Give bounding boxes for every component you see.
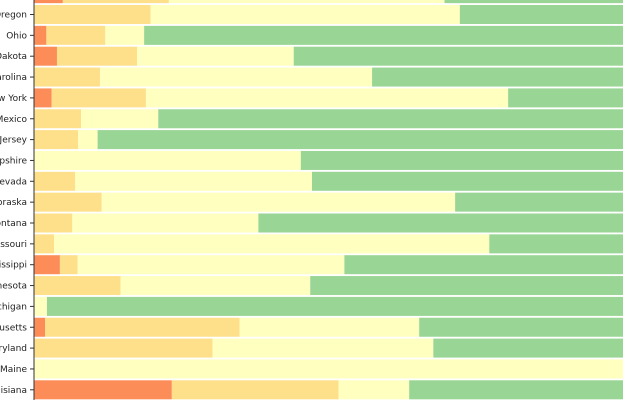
- bar-segment: [46, 25, 106, 45]
- category-tick-label: Nevada: [0, 177, 27, 187]
- bar-segment: [34, 276, 121, 296]
- category-tick-label: Mississippi: [0, 261, 27, 271]
- bar-segment: [459, 5, 623, 24]
- category-tick-label: Maryland: [0, 344, 27, 354]
- category-tick-label: Montana: [0, 219, 27, 229]
- bar-segment: [300, 150, 623, 170]
- bar-segment: [409, 380, 623, 400]
- bar-segment: [78, 130, 98, 150]
- bar-segment-clipped: [168, 0, 445, 4]
- bar-segment: [158, 109, 624, 129]
- bar-segment: [239, 317, 420, 337]
- bar-segment: [99, 67, 373, 87]
- bar-segment: [54, 234, 490, 254]
- category-tick-label: Michigan: [0, 302, 27, 312]
- bar-segment: [101, 192, 456, 212]
- bar-segment: [171, 380, 339, 400]
- bar-segment: [310, 276, 623, 296]
- bar-segment: [34, 296, 47, 316]
- bars-layer: [34, 0, 624, 400]
- bar-segment: [46, 296, 623, 316]
- bar-segment: [34, 67, 100, 87]
- bar-segment: [97, 130, 623, 150]
- category-tick-label: Minnesota: [0, 282, 27, 292]
- bar-segment: [34, 338, 213, 358]
- bar-segment: [34, 25, 47, 45]
- category-tick-label: North Carolina: [0, 73, 27, 83]
- bar-segment: [150, 5, 460, 24]
- bar-segment: [293, 46, 623, 66]
- bar-segment: [51, 88, 146, 108]
- bar-segment: [59, 255, 78, 275]
- bar-segment: [72, 213, 259, 233]
- bar-segment: [34, 171, 76, 191]
- bar-segment: [34, 255, 60, 275]
- bar-segment: [34, 359, 623, 379]
- bar-segment: [338, 380, 410, 400]
- category-tick-label: North Dakota: [0, 52, 27, 62]
- category-tick-label: Massachusetts: [0, 323, 27, 333]
- category-tick-label: New Hampshire: [0, 156, 27, 166]
- bar-segment: [419, 317, 623, 337]
- bar-segment: [137, 46, 294, 66]
- category-tick-label: Maine: [0, 365, 27, 375]
- bar-segment: [34, 317, 46, 337]
- bar-segment: [45, 317, 240, 337]
- bar-segment: [212, 338, 434, 358]
- bar-segment: [120, 276, 311, 296]
- bar-segment-clipped: [34, 0, 63, 4]
- category-tick-label: Ohio: [6, 31, 27, 41]
- category-tick-label: New Jersey: [0, 136, 28, 146]
- category-tick-label: Oregon: [0, 11, 27, 21]
- bar-segment: [489, 234, 623, 254]
- bar-segment: [34, 213, 73, 233]
- bar-segment: [145, 88, 509, 108]
- bar-segment: [144, 25, 623, 45]
- category-tick-label: Nebraska: [0, 198, 27, 208]
- bar-segment: [34, 130, 79, 150]
- bar-segment: [258, 213, 623, 233]
- bar-segment: [34, 380, 172, 400]
- bar-segment: [75, 171, 313, 191]
- bar-segment-clipped: [444, 0, 623, 4]
- bar-segment: [455, 192, 623, 212]
- bar-segment: [508, 88, 623, 108]
- category-labels-layer: Oregon Ohio North Dakota North Carolina New …: [0, 11, 34, 396]
- bar-segment: [34, 192, 102, 212]
- bar-segment: [34, 5, 151, 24]
- bar-segment: [433, 338, 623, 358]
- bar-segment: [105, 25, 145, 45]
- bar-segment: [312, 171, 623, 191]
- bar-segment: [372, 67, 623, 87]
- category-tick-label: Missouri: [0, 240, 27, 250]
- bar-segment: [34, 46, 57, 66]
- bar-segment: [81, 109, 159, 129]
- category-tick-label: Louisiana: [0, 386, 27, 396]
- bar-segment: [77, 255, 345, 275]
- bar-segment: [34, 109, 82, 129]
- bar-segment: [34, 150, 301, 170]
- bar-segment: [34, 88, 52, 108]
- bar-segment: [344, 255, 623, 275]
- bar-segment-clipped: [62, 0, 169, 4]
- category-tick-label: New Mexico: [0, 115, 27, 125]
- bar-segment: [56, 46, 138, 66]
- bar-segment: [34, 234, 55, 254]
- category-tick-label: New York: [0, 94, 28, 104]
